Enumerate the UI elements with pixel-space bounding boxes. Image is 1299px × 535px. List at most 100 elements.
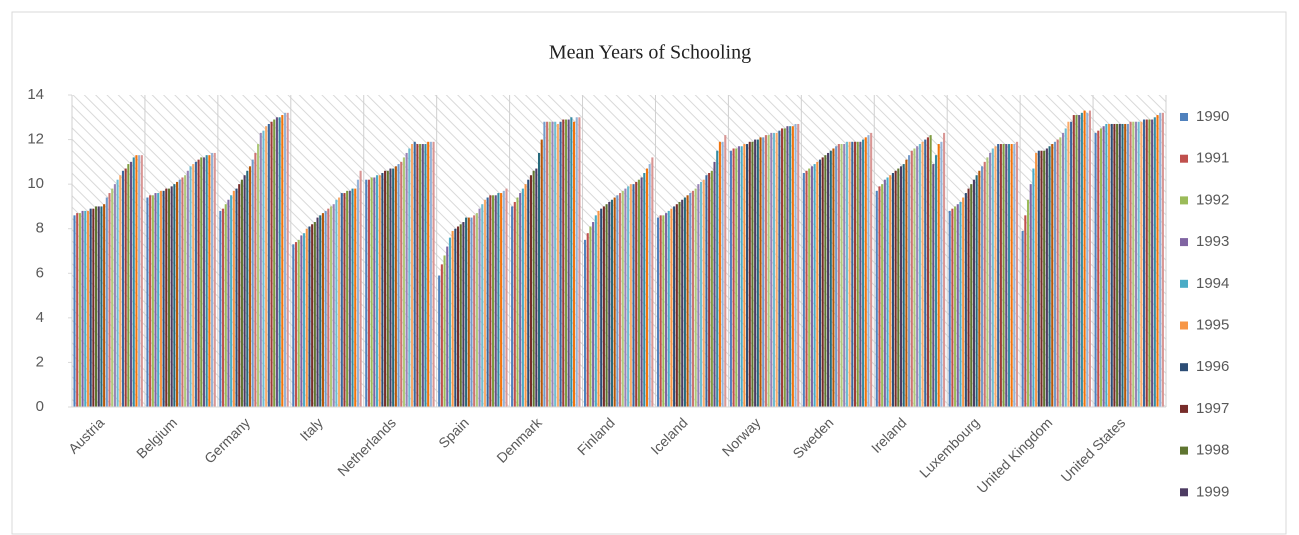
bar — [265, 126, 268, 407]
bar — [705, 175, 708, 407]
bar — [1037, 150, 1040, 407]
bar — [159, 190, 162, 407]
bar — [743, 144, 746, 407]
bar — [964, 193, 967, 407]
bar — [918, 144, 921, 407]
bar — [894, 170, 897, 407]
bar — [756, 139, 759, 408]
y-tick-label: 12 — [27, 131, 44, 148]
bar — [586, 233, 589, 407]
bar — [413, 141, 416, 408]
bar — [454, 228, 457, 407]
bar — [562, 119, 565, 407]
bar — [248, 166, 252, 407]
bar — [754, 139, 757, 408]
chart-title: Mean Years of Schooling — [549, 42, 751, 64]
bar — [1113, 123, 1116, 407]
bar — [157, 193, 160, 407]
bar — [113, 184, 116, 407]
bar — [667, 210, 670, 407]
bar — [443, 255, 446, 407]
bar — [564, 119, 568, 407]
bar — [419, 144, 422, 407]
bar — [502, 190, 505, 407]
bar — [972, 179, 975, 407]
bar — [421, 144, 424, 407]
bar — [881, 184, 884, 407]
bar — [767, 135, 770, 407]
bar — [219, 210, 222, 407]
bar — [902, 164, 905, 407]
bar — [1099, 128, 1103, 407]
bar — [975, 175, 978, 407]
bar — [500, 193, 503, 407]
bar — [662, 215, 665, 407]
bar — [511, 206, 514, 407]
bar — [605, 204, 608, 407]
bar — [267, 123, 270, 407]
bar — [300, 235, 303, 407]
bar — [270, 121, 273, 407]
bar — [224, 204, 227, 407]
bar — [1140, 121, 1143, 407]
bar — [713, 161, 716, 407]
bar — [632, 184, 635, 407]
bar — [886, 177, 889, 407]
bar — [818, 159, 822, 407]
bar — [438, 275, 441, 407]
bar — [1040, 150, 1043, 407]
bar — [665, 213, 668, 407]
bar — [230, 195, 233, 407]
y-tick-label: 2 — [36, 353, 44, 370]
bar — [238, 184, 241, 407]
legend-swatch — [1180, 446, 1188, 455]
bar — [1067, 121, 1070, 407]
bar — [694, 188, 697, 407]
bar — [934, 155, 938, 407]
bar — [86, 210, 90, 407]
bar — [451, 230, 454, 407]
bar — [478, 208, 481, 407]
bar — [592, 222, 595, 407]
bar — [365, 179, 368, 407]
bar — [462, 222, 465, 407]
bar — [621, 190, 624, 407]
bar — [103, 204, 106, 407]
bar — [351, 188, 354, 407]
bar — [853, 141, 857, 408]
bar — [589, 226, 592, 407]
bar — [89, 208, 92, 407]
bar — [543, 121, 546, 407]
bar — [475, 213, 478, 407]
bar — [659, 215, 662, 407]
bar — [394, 166, 397, 407]
bar — [308, 226, 311, 407]
bar — [338, 197, 341, 407]
bar — [186, 170, 189, 407]
bar — [746, 144, 749, 407]
bar — [446, 246, 449, 407]
bar — [386, 170, 389, 407]
bar — [921, 141, 924, 408]
bar — [524, 184, 527, 407]
bar — [1007, 144, 1010, 407]
bar — [76, 213, 79, 407]
bar — [770, 132, 773, 407]
bar — [332, 204, 335, 407]
bar — [978, 170, 981, 407]
bar — [764, 135, 767, 407]
bar — [1156, 115, 1159, 408]
bar — [100, 206, 103, 407]
bar — [1005, 144, 1008, 407]
bar — [708, 173, 711, 407]
bar — [683, 197, 686, 407]
bar — [97, 206, 100, 407]
bar — [138, 155, 141, 407]
bar — [489, 195, 492, 407]
bar — [354, 188, 357, 407]
bar — [546, 121, 549, 407]
bar — [1142, 119, 1146, 407]
bar — [1086, 112, 1089, 407]
bar — [440, 264, 443, 407]
bar — [540, 139, 543, 408]
